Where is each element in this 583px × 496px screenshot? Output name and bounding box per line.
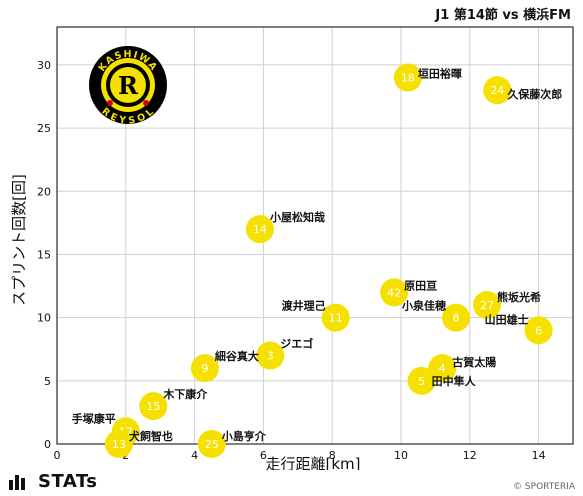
data-point: 18 垣田裕暉 bbox=[393, 63, 462, 92]
point-marker bbox=[139, 392, 168, 421]
point-label: 久保藤次郎 bbox=[507, 87, 562, 101]
point-number: 3 bbox=[267, 350, 274, 363]
point-number: 4 bbox=[439, 362, 446, 375]
point-number: 5 bbox=[418, 375, 425, 388]
data-point: 6 山田雄士 bbox=[485, 312, 553, 345]
point-number: 15 bbox=[146, 400, 160, 413]
point-marker bbox=[256, 341, 285, 370]
y-tick-label: 0 bbox=[44, 438, 51, 451]
point-number: 8 bbox=[453, 312, 460, 325]
point-label: 小泉佳穂 bbox=[401, 299, 446, 313]
point-label: ジエゴ bbox=[280, 337, 313, 351]
point-number: 13 bbox=[112, 438, 126, 451]
point-number: 18 bbox=[401, 72, 415, 85]
point-marker bbox=[380, 278, 409, 307]
chart-title: J1 第14節 vs 横浜FM bbox=[435, 8, 571, 23]
y-tick-label: 30 bbox=[37, 59, 51, 72]
y-tick-label: 20 bbox=[37, 185, 51, 198]
point-marker bbox=[483, 76, 512, 105]
point-number: 11 bbox=[329, 312, 343, 325]
data-point: 8 小泉佳穂 bbox=[401, 299, 471, 332]
point-marker bbox=[245, 215, 274, 244]
point-label: 田中隼人 bbox=[432, 374, 477, 388]
point-label: 原田亘 bbox=[404, 279, 437, 292]
point-marker bbox=[321, 303, 350, 332]
data-point: 9 細谷真大 bbox=[190, 349, 259, 383]
brand-logo: STATs bbox=[8, 470, 97, 492]
point-marker bbox=[393, 63, 422, 92]
point-label: 山田雄士 bbox=[485, 312, 529, 326]
y-tick-label: 10 bbox=[37, 312, 51, 325]
x-tick-label: 0 bbox=[54, 449, 61, 462]
point-marker bbox=[407, 366, 436, 395]
point-label: 渡井理己 bbox=[282, 299, 326, 313]
point-label: 古賀太陽 bbox=[452, 355, 496, 369]
bar-chart-icon bbox=[9, 475, 25, 490]
point-marker bbox=[524, 316, 553, 345]
y-tick-label: 25 bbox=[37, 122, 51, 135]
point-number: 24 bbox=[490, 84, 504, 97]
logo-letter: R bbox=[118, 71, 139, 100]
x-tick-label: 8 bbox=[329, 449, 336, 462]
point-label: 垣田裕暉 bbox=[418, 67, 462, 81]
point-label: 細谷真大 bbox=[215, 349, 259, 363]
tick-labels: 0 24 6 8 10 12 14 0 5 10 15 20 25 30 bbox=[37, 59, 546, 462]
x-tick-label: 4 bbox=[191, 449, 198, 462]
point-marker bbox=[428, 354, 457, 383]
y-tick-label: 5 bbox=[44, 375, 51, 388]
data-point: 24 久保藤次郎 bbox=[483, 76, 562, 105]
point-marker bbox=[473, 291, 501, 319]
point-marker bbox=[190, 354, 219, 383]
point-number: 25 bbox=[205, 438, 219, 451]
x-tick-label: 6 bbox=[260, 449, 267, 462]
copyright: © SPORTERIA bbox=[513, 482, 575, 492]
point-marker bbox=[197, 430, 226, 458]
point-number: 14 bbox=[253, 223, 267, 236]
x-tick-label: 14 bbox=[532, 449, 546, 462]
point-label: 犬飼智也 bbox=[129, 429, 173, 443]
scatter-chart: 02468101214051015202530 18垣田裕暉24久保藤次郎14小… bbox=[10, 26, 574, 470]
point-label: 熊坂光希 bbox=[497, 290, 541, 304]
point-label: 小屋松知哉 bbox=[269, 210, 325, 224]
x-tick-label: 10 bbox=[394, 449, 408, 462]
brand-name: STATs bbox=[38, 470, 98, 492]
point-label: 小島亨介 bbox=[221, 429, 267, 443]
point-marker bbox=[104, 430, 133, 458]
data-point: 5 田中隼人 bbox=[407, 366, 477, 395]
point-number: 9 bbox=[201, 362, 208, 375]
point-label: 手塚康平 bbox=[72, 411, 116, 425]
x-tick-label: 12 bbox=[463, 449, 477, 462]
point-label: 木下康介 bbox=[162, 387, 208, 401]
y-axis-label: スプリント回数[回] bbox=[10, 174, 28, 306]
point-number: 6 bbox=[535, 324, 542, 337]
y-tick-label: 15 bbox=[37, 248, 51, 261]
point-number: 42 bbox=[387, 286, 401, 299]
point-number: 27 bbox=[480, 299, 494, 312]
point-marker bbox=[442, 303, 471, 332]
plot-area bbox=[56, 26, 574, 445]
data-point: 4 古賀太陽 bbox=[428, 354, 496, 383]
kashiwa-reysol-logo: KASHIWA REYSOL R bbox=[89, 46, 167, 125]
data-point: 3 ジエゴ bbox=[256, 337, 313, 370]
x-axis-label: 走行距離[km] bbox=[265, 455, 360, 470]
